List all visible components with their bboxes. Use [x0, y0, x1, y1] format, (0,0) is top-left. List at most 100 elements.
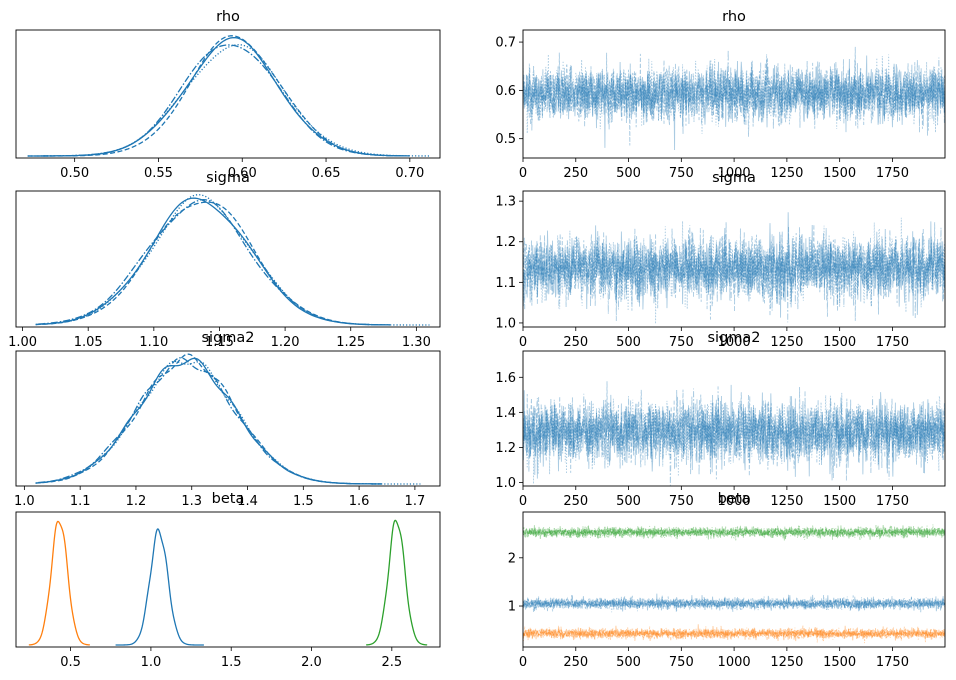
x-tick-label: 250: [563, 166, 588, 181]
x-tick-label: 1.20: [271, 335, 300, 350]
x-tick-label: 0: [519, 494, 527, 509]
trace-line: [523, 55, 945, 150]
trace-line: [523, 221, 945, 323]
x-tick-label: 0.65: [312, 166, 341, 181]
density-curve: [366, 519, 428, 646]
x-tick-label: 1250: [770, 166, 803, 181]
density-panel-rho: 0.50 0.55 0.60 0.65 0.70 rho: [15, 9, 441, 181]
x-tick-label: 1.4: [237, 494, 258, 509]
trace-line: [523, 626, 945, 644]
density-curve: [38, 199, 391, 326]
trace-line: [523, 626, 945, 642]
panel-title-2: sigma: [206, 170, 250, 186]
y-tick-label: 1.3: [495, 195, 516, 210]
panel-title-6: beta: [212, 491, 245, 507]
trace-line: [523, 46, 945, 146]
trace-line: [523, 593, 945, 612]
x-tick-label: 1000: [718, 166, 751, 181]
trace-line: [523, 384, 945, 479]
density-panel-beta: 0.5 1.0 1.5 2.0 2.5 beta: [15, 491, 441, 670]
x-tick-label: 2.5: [381, 655, 402, 670]
y-tick-label: 1.4: [495, 406, 516, 421]
x-tick-label: 1.7: [405, 494, 426, 509]
axes-frame-6: [15, 511, 441, 648]
x-tick-label: 1750: [876, 655, 909, 670]
trace-line: [523, 392, 945, 484]
x-tick-label: 1500: [823, 166, 856, 181]
x-tick-label: 500: [616, 166, 641, 181]
trace-line: [523, 386, 945, 486]
trace-line: [523, 217, 945, 324]
trace-line: [523, 524, 945, 542]
x-tick-label: 1.2: [126, 494, 147, 509]
density-curve: [27, 44, 430, 157]
panel-title-4: sigma2: [201, 330, 254, 346]
density-curve: [38, 357, 382, 485]
panel-title-1: rho: [722, 9, 746, 25]
trace-line: [523, 595, 945, 613]
x-tick-label: 1.5: [221, 655, 242, 670]
x-tick-label: 750: [669, 494, 694, 509]
x-tick-label: 250: [563, 335, 588, 350]
density-panel-sigma: 1.00 1.05 1.10 1.15 1.20 1.25 1.30 sigma: [8, 170, 441, 350]
x-tick-label: 0: [519, 166, 527, 181]
x-tick-label: 1.15: [205, 335, 234, 350]
x-tick-label: 0.60: [228, 166, 257, 181]
x-tick-label: 1000: [718, 655, 751, 670]
x-tick-label: 1250: [770, 494, 803, 509]
x-tick-label: 1500: [823, 335, 856, 350]
trace-line: [523, 54, 945, 134]
y-tick-label: 1.0: [495, 476, 516, 491]
y-tick-label: 0.6: [495, 84, 516, 99]
y-tick-label: 1: [508, 600, 516, 615]
x-tick-label: 250: [563, 494, 588, 509]
trace-line: [523, 524, 945, 541]
x-tick-label: 1.0: [141, 655, 162, 670]
density-curve: [35, 360, 421, 485]
x-tick-label: 1500: [823, 655, 856, 670]
panel-title-7: beta: [718, 491, 751, 507]
trace-line: [523, 595, 945, 613]
trace-panel-beta: 0 250 500 750 1000 1250 1500 1750 1 2 beta: [508, 491, 946, 670]
axes-frame-2: [15, 190, 441, 328]
x-tick-label: 1.00: [8, 335, 37, 350]
y-tick-label: 0.7: [495, 36, 516, 51]
x-tick-label: 2.0: [301, 655, 322, 670]
y-tick-label: 1.2: [495, 441, 516, 456]
y-tick-label: 1.6: [495, 371, 516, 386]
y-tick-label: 2: [508, 551, 516, 566]
trace-panel-sigma: 0 250 500 750 1000 1250 1500 1750 1.0 1.1 1.2 1.3 si…: [495, 170, 946, 350]
x-tick-label: 250: [563, 655, 588, 670]
x-tick-label: 500: [616, 335, 641, 350]
axes-frame-0: [15, 29, 441, 159]
x-tick-label: 1750: [876, 494, 909, 509]
trace-line: [523, 381, 945, 481]
x-tick-label: 0.5: [60, 655, 81, 670]
x-tick-label: 1250: [770, 655, 803, 670]
x-tick-label: 0.55: [144, 166, 173, 181]
trace-line: [523, 624, 945, 642]
trace-line: [523, 524, 945, 541]
x-tick-label: 1.30: [402, 335, 431, 350]
x-tick-label: 0.50: [60, 166, 89, 181]
panel-title-5: sigma2: [707, 330, 760, 346]
x-tick-label: 1250: [770, 335, 803, 350]
x-tick-label: 1.05: [74, 335, 103, 350]
trace-line: [523, 595, 945, 613]
x-tick-label: 1.5: [293, 494, 314, 509]
y-tick-label: 0.5: [495, 132, 516, 147]
x-tick-label: 1000: [718, 335, 751, 350]
trace-line: [523, 49, 945, 137]
trace-line: [523, 625, 945, 641]
trace-line: [523, 212, 945, 318]
y-tick-label: 1.1: [495, 276, 516, 291]
density-curve: [115, 528, 204, 646]
x-tick-label: 1.6: [349, 494, 370, 509]
x-tick-label: 0: [519, 655, 527, 670]
x-tick-label: 750: [669, 655, 694, 670]
x-tick-label: 0.70: [395, 166, 424, 181]
density-panel-sigma2: 1.0 1.1 1.2 1.3 1.4 1.5 1.6 1.7 sigma2: [14, 330, 441, 509]
density-curve: [28, 520, 90, 646]
density-curve: [27, 35, 402, 157]
